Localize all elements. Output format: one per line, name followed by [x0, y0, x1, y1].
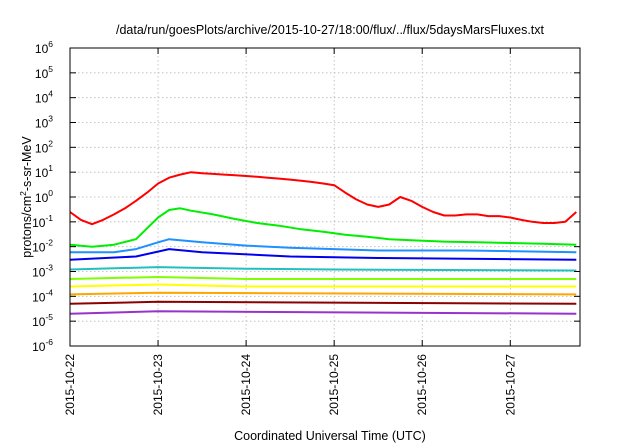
y-tick-exponent: 6 — [48, 39, 53, 49]
y-tick-label: 104 — [35, 89, 53, 106]
series-group — [69, 171, 577, 315]
y-tick-exponent: -5 — [45, 312, 53, 322]
y-tick-exponent: 3 — [48, 114, 53, 124]
x-tick-label: 2015-10-22 — [63, 354, 77, 416]
chart-title: /data/run/goesPlots/archive/2015-10-27/1… — [116, 23, 545, 37]
y-tick-exponent: -1 — [45, 213, 53, 223]
y-tick-base: 10 — [32, 266, 46, 280]
y-axis-label-suffix: -s-sr-MeV — [20, 136, 34, 192]
y-tick-base: 10 — [35, 67, 49, 81]
grid — [70, 48, 580, 346]
series-line — [69, 248, 577, 261]
y-tick-exponent: -4 — [45, 287, 53, 297]
y-tick-label: 102 — [35, 138, 53, 155]
y-tick-label: 106 — [35, 39, 53, 56]
y-tick-base: 10 — [35, 42, 49, 56]
y-tick-label: 10-2 — [32, 238, 53, 255]
y-tick-base: 10 — [32, 315, 46, 329]
series-line — [69, 300, 577, 305]
series-line — [69, 310, 577, 315]
y-tick-exponent: 0 — [48, 188, 53, 198]
x-tick-label: 2015-10-23 — [151, 354, 165, 416]
y-tick-label: 10-3 — [32, 263, 53, 280]
y-tick-label: 101 — [35, 163, 53, 180]
series-line — [69, 283, 577, 288]
y-tick-label: 10-1 — [32, 213, 53, 230]
y-axis-label-superscript: 2 — [18, 191, 28, 196]
y-tick-base: 10 — [35, 166, 49, 180]
y-tick-label: 105 — [35, 64, 53, 81]
x-axis-ticks: 2015-10-22 2015-10-23 2015-10-24 2015-10-25… — [63, 48, 517, 415]
y-tick-label: 10-4 — [32, 287, 53, 304]
y-tick-label: 103 — [35, 114, 53, 131]
y-tick-exponent: 1 — [48, 163, 53, 173]
y-tick-exponent: -2 — [45, 238, 53, 248]
y-tick-label: 10-5 — [32, 312, 53, 329]
series-line — [69, 266, 577, 272]
y-axis-label: protons/cm2-s-sr-MeV — [18, 136, 34, 258]
y-tick-base: 10 — [32, 340, 46, 354]
y-tick-label: 10-6 — [32, 337, 53, 354]
x-tick-label: 2015-10-27 — [503, 354, 517, 416]
series-line — [70, 238, 577, 254]
series-line — [69, 276, 577, 280]
y-tick-exponent: 5 — [48, 64, 53, 74]
series-line — [69, 291, 577, 296]
y-tick-label: 100 — [35, 188, 53, 205]
y-tick-base: 10 — [35, 141, 49, 155]
x-tick-label: 2015-10-26 — [415, 354, 429, 416]
x-tick-label: 2015-10-25 — [327, 354, 341, 416]
y-tick-exponent: -3 — [45, 263, 53, 273]
y-tick-base: 10 — [32, 241, 46, 255]
y-tick-base: 10 — [32, 216, 46, 230]
series-line — [69, 171, 577, 226]
y-tick-exponent: 4 — [48, 89, 53, 99]
y-tick-base: 10 — [35, 92, 49, 106]
y-tick-exponent: 2 — [48, 138, 53, 148]
y-axis-ticks: 10-610-510-410-310-210-11001011021031041… — [32, 39, 580, 354]
x-tick-label: 2015-10-24 — [239, 354, 253, 416]
y-tick-exponent: -6 — [45, 337, 53, 347]
y-tick-base: 10 — [32, 290, 46, 304]
y-axis-label-prefix: protons/cm — [20, 196, 34, 258]
x-axis-label: Coordinated Universal Time (UTC) — [234, 429, 426, 443]
y-tick-base: 10 — [35, 117, 49, 131]
series-line — [69, 207, 577, 248]
y-tick-base: 10 — [35, 191, 49, 205]
